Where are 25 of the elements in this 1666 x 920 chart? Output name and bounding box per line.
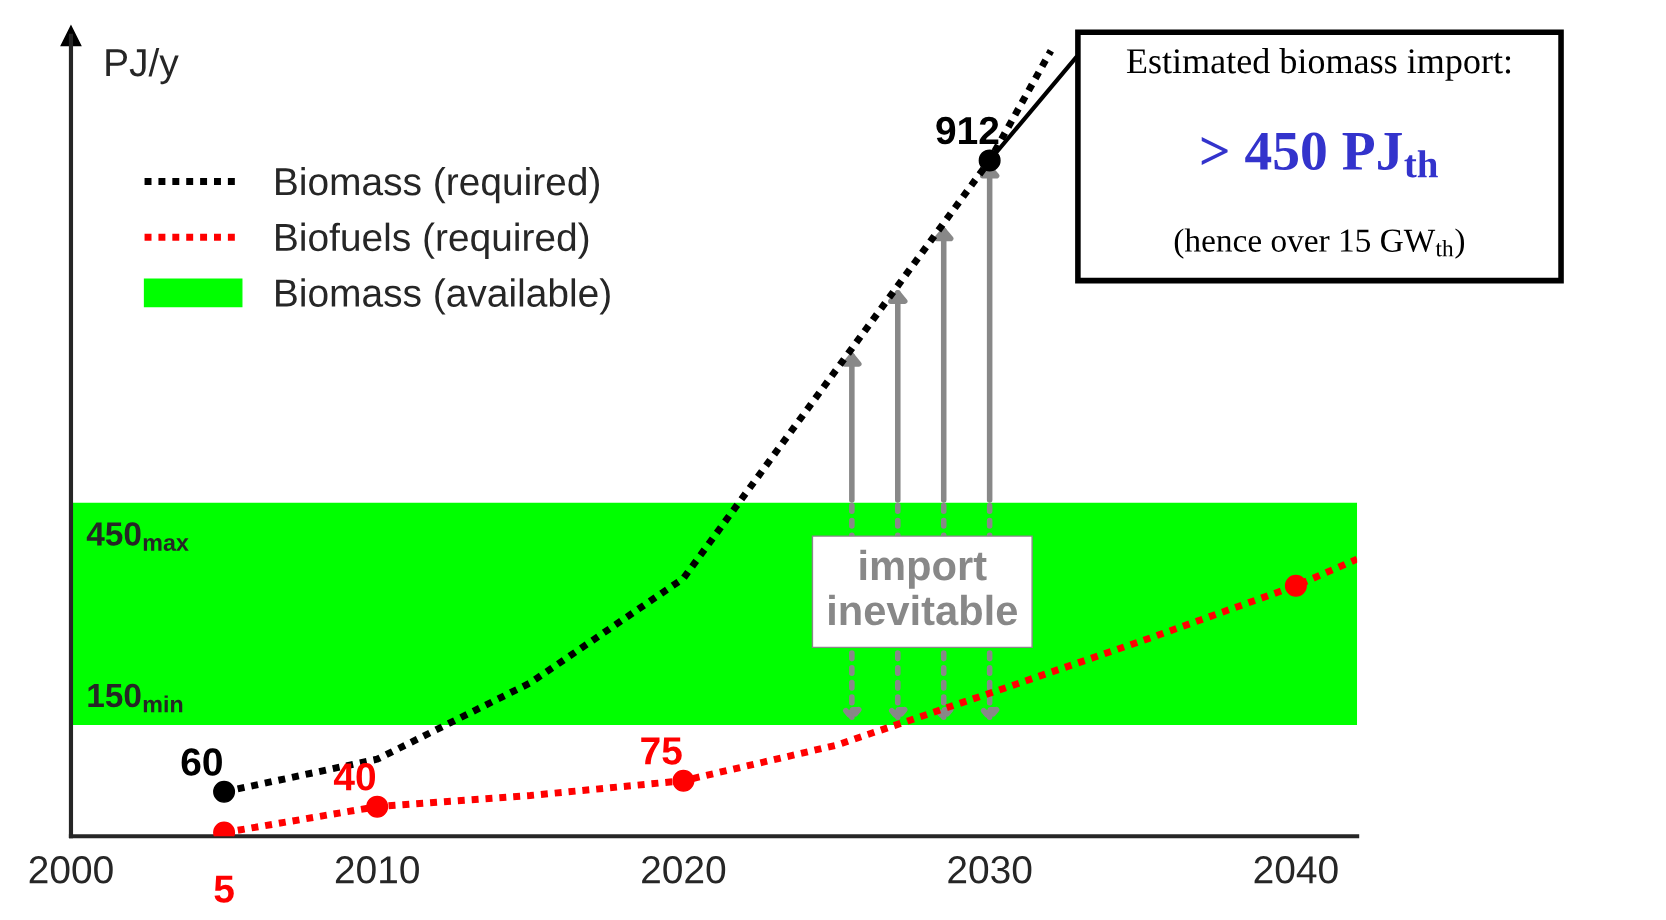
x-tick-label: 2010 bbox=[335, 856, 419, 884]
data-label: 912 bbox=[936, 116, 999, 145]
point bbox=[366, 795, 389, 818]
x-tick-label: 2000 bbox=[29, 856, 113, 884]
data-label: 75 bbox=[641, 737, 682, 765]
x-tick-label: 2030 bbox=[948, 856, 1032, 884]
data-label: 60 bbox=[181, 748, 222, 776]
x-tick-label: 2020 bbox=[642, 856, 726, 884]
annotation: import inevitable bbox=[829, 549, 1017, 626]
point bbox=[213, 780, 236, 803]
legend-label: Biomass (required) bbox=[276, 166, 599, 204]
annotation: 150$_{min}$ bbox=[88, 683, 183, 713]
data-label: 40 bbox=[333, 763, 376, 791]
point bbox=[672, 769, 695, 792]
x-tick-label: 2040 bbox=[1254, 856, 1338, 884]
annotation: Estimated biomass import: bbox=[1126, 48, 1511, 81]
legend-label: Biofuels (required) bbox=[276, 222, 589, 259]
annotation: 450$_{max}$ bbox=[86, 522, 189, 551]
annotation: (hence over 15 GW$_{th}$) bbox=[1174, 228, 1465, 259]
data-label: 5 bbox=[214, 875, 234, 903]
point bbox=[978, 149, 1001, 172]
legend-label: Biomass (available) bbox=[276, 278, 610, 315]
point bbox=[1284, 574, 1307, 597]
annotation: > 450 PJ$_{th}$ bbox=[1201, 132, 1438, 178]
y-axis-title: PJ/y bbox=[106, 47, 179, 85]
